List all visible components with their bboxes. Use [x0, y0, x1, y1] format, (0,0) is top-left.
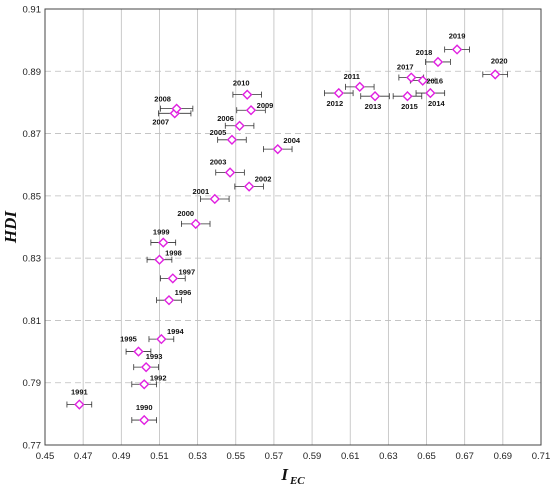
data-markers	[74, 44, 501, 426]
x-tick-label: 0.69	[494, 451, 513, 462]
point-year-label: 1995	[120, 335, 137, 344]
data-point-diamond	[451, 44, 463, 55]
data-point-diamond	[139, 414, 150, 426]
x-tick-label: 0.67	[455, 451, 474, 462]
x-tick-label: 0.51	[150, 451, 169, 462]
x-tick-label: 0.61	[341, 451, 360, 462]
point-labels: 1990 1991 1992 1993 1994 1995 1996 1997 1998 1999…	[71, 31, 508, 412]
y-tick-label: 0.89	[23, 67, 42, 78]
point-year-label: 2000	[177, 209, 194, 218]
point-year-label: 2006	[217, 114, 234, 123]
point-year-label: 2010	[233, 79, 250, 88]
data-point-diamond	[74, 399, 85, 410]
y-tick-label: 0.91	[23, 5, 42, 16]
x-tick-label: 0.71	[532, 451, 550, 462]
data-point-diamond	[234, 120, 245, 131]
point-year-label: 1994	[167, 327, 185, 336]
point-year-label: 2011	[344, 72, 360, 81]
data-point-diamond	[402, 91, 413, 102]
point-year-label: 2020	[491, 56, 508, 65]
data-point-diamond	[354, 81, 365, 93]
point-year-label: 2008	[154, 95, 171, 104]
data-point-diamond	[209, 193, 220, 205]
data-point-diamond	[417, 75, 428, 86]
data-point-diamond	[190, 218, 201, 230]
point-year-label: 1996	[175, 288, 192, 297]
point-year-label: 2019	[449, 31, 466, 40]
data-point-diamond	[369, 91, 381, 102]
point-year-label: 2002	[255, 175, 272, 184]
data-point-diamond	[432, 56, 444, 68]
data-point-diamond	[243, 181, 255, 192]
data-point-diamond	[490, 69, 501, 80]
point-year-label: 1992	[150, 373, 167, 382]
point-year-label: 1997	[178, 267, 195, 276]
x-tick-label: 0.55	[227, 451, 246, 462]
grid-lines	[44, 8, 542, 446]
x-axis-title: I EC	[280, 465, 305, 487]
y-tick-label: 0.87	[23, 129, 42, 140]
data-point-diamond	[158, 237, 169, 248]
data-point-diamond	[226, 134, 238, 145]
plot-frame	[44, 8, 542, 446]
point-year-label: 2012	[326, 99, 343, 108]
data-point-diamond	[425, 87, 436, 99]
point-year-label: 2003	[210, 158, 227, 167]
y-tick-label: 0.77	[23, 441, 42, 452]
point-year-label: 2001	[192, 187, 209, 196]
x-tick-label: 0.47	[74, 451, 93, 462]
y-tick-labels: 0.77 0.79 0.81 0.83 0.85 0.87 0.89 0.91	[23, 5, 42, 452]
y-tick-label: 0.79	[23, 378, 42, 389]
y-tick-label: 0.81	[23, 316, 42, 327]
data-point-diamond	[272, 143, 283, 155]
point-year-label: 1990	[136, 403, 153, 412]
y-tick-label: 0.85	[23, 191, 42, 202]
point-year-label: 2007	[152, 117, 169, 126]
point-year-label: 2004	[283, 136, 301, 145]
y-tick-label: 0.83	[23, 254, 42, 265]
point-year-label: 1993	[146, 352, 163, 361]
data-point-diamond	[224, 167, 236, 178]
data-point-diamond	[156, 333, 167, 345]
data-point-diamond	[333, 87, 344, 99]
data-point-diamond	[139, 379, 150, 390]
x-tick-labels: 0.45 0.47 0.49 0.51 0.53 0.55 0.57 0.59 0.61 0.63…	[36, 451, 550, 462]
x-tick-label: 0.59	[303, 451, 322, 462]
point-year-label: 1991	[71, 388, 88, 397]
y-axis-title: HDI	[1, 210, 20, 245]
data-point-diamond	[242, 89, 253, 100]
point-year-label: 2015	[401, 102, 418, 111]
x-axis-title-main: I	[280, 465, 289, 484]
point-year-label: 2017	[397, 63, 414, 72]
point-year-label: 2018	[416, 48, 433, 57]
point-year-label: 1999	[153, 228, 170, 237]
data-point-diamond	[245, 105, 257, 116]
point-year-label: 2005	[210, 128, 227, 137]
data-point-diamond	[406, 72, 417, 83]
point-year-label: 2014	[428, 99, 446, 108]
x-tick-label: 0.45	[36, 451, 55, 462]
point-year-label: 2009	[257, 101, 274, 110]
x-tick-label: 0.65	[417, 451, 436, 462]
data-point-diamond	[171, 103, 182, 114]
x-tick-label: 0.57	[265, 451, 284, 462]
data-point-diamond	[133, 346, 144, 357]
x-tick-label: 0.49	[112, 451, 131, 462]
x-tick-label: 0.53	[188, 451, 207, 462]
data-point-diamond	[154, 254, 165, 265]
x-axis-title-subscript: EC	[289, 475, 305, 487]
point-year-label: 1998	[165, 249, 182, 258]
data-point-diamond	[167, 273, 179, 284]
x-tick-label: 0.63	[379, 451, 398, 462]
data-point-diamond	[163, 294, 175, 306]
data-point-diamond	[140, 361, 152, 373]
point-year-label: 2016	[426, 77, 443, 86]
point-year-label: 2013	[365, 102, 382, 111]
